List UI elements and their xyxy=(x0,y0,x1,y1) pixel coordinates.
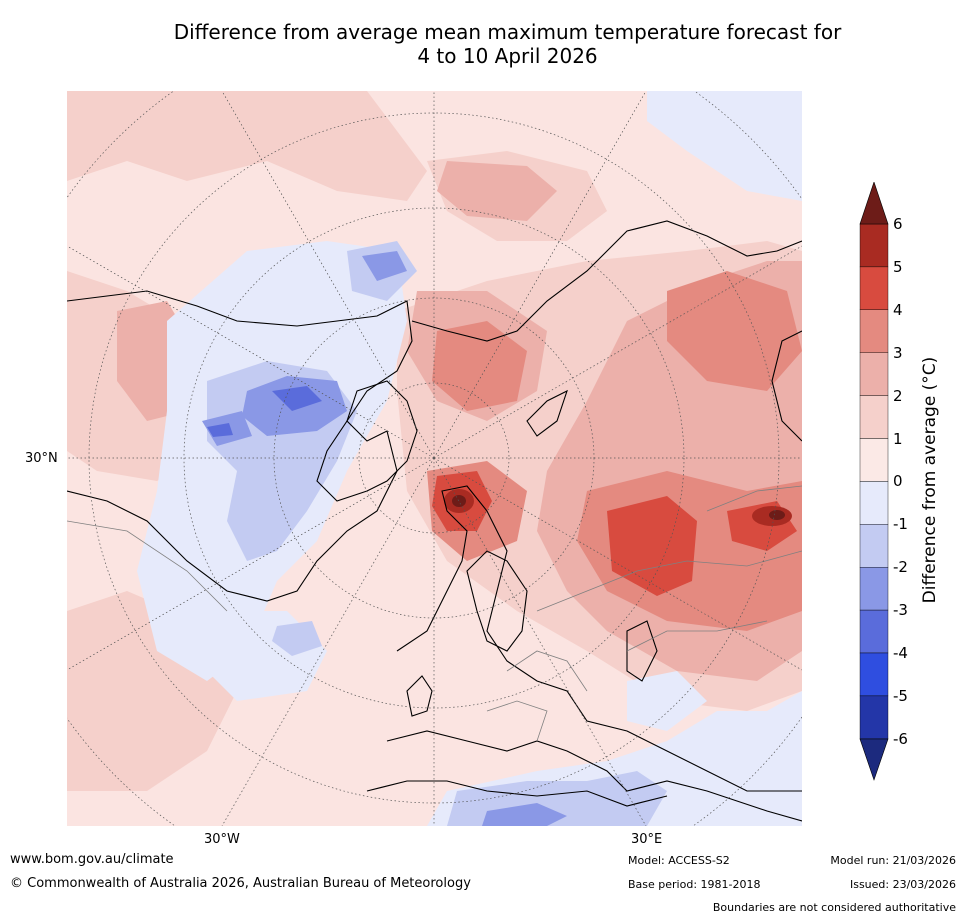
forecast-map xyxy=(67,91,802,826)
latitude-circle-45 xyxy=(183,207,685,709)
border-central-asia xyxy=(626,620,768,652)
colorbar-segment xyxy=(859,567,889,611)
footer-model-run: Model run: 21/03/2026 xyxy=(830,854,956,867)
coastline-north-america xyxy=(67,290,413,602)
anomaly-area-plus1-north xyxy=(67,91,427,201)
colorbar-segment xyxy=(859,352,889,396)
colorbar-tick-label: 0 xyxy=(893,472,903,491)
meridian-60w xyxy=(67,457,435,671)
footer-disclaimer: Boundaries are not considered authoritat… xyxy=(712,901,956,914)
border-europe-east xyxy=(506,650,588,692)
country-borders xyxy=(67,485,802,742)
colorbar-tick-label: 4 xyxy=(893,300,903,319)
meridian-150w xyxy=(221,91,435,459)
meridian-120e xyxy=(433,245,802,459)
colorbar-segment xyxy=(859,652,889,697)
colorbar-tick-label: 2 xyxy=(893,386,903,405)
anomaly-area-plus4-kazakhstan xyxy=(607,496,697,596)
border-russia-south xyxy=(536,550,802,612)
colorbar xyxy=(859,182,889,781)
footer-website[interactable]: www.bom.gov.au/climate xyxy=(10,852,174,867)
colorbar-tick-label: 1 xyxy=(893,429,903,448)
colorbar-segment xyxy=(859,695,889,740)
colorbar-segments xyxy=(859,223,889,740)
map-title: Difference from average mean maximum tem… xyxy=(0,20,965,68)
coastline-caspian xyxy=(626,620,658,682)
colorbar-segment xyxy=(859,524,889,568)
colorbar-bottom-arrow xyxy=(859,738,889,781)
coastline-scandinavia xyxy=(466,550,528,652)
colorbar-tick-label: -3 xyxy=(893,601,908,620)
coastline-mediterranean xyxy=(386,730,802,822)
longitude-label-30w: 30°W xyxy=(204,832,240,847)
coastline-east-asia xyxy=(771,330,802,442)
anomaly-area-minus1-mideast xyxy=(627,671,707,731)
anomaly-area-plus3-siberia xyxy=(432,321,527,411)
colorbar-segment xyxy=(859,481,889,525)
colorbar-segment xyxy=(859,266,889,311)
anomaly-area-minus2-pacific xyxy=(272,621,322,656)
meridian-30e xyxy=(433,457,647,826)
anomaly-area-minus3-hudson xyxy=(362,251,407,281)
anomaly-area-plus2-north xyxy=(437,161,557,221)
colorbar-tick-label: 3 xyxy=(893,343,903,362)
colorbar-segment xyxy=(859,438,889,482)
latitude-circle-75 xyxy=(358,382,510,534)
colorbar-top-arrow xyxy=(859,182,889,225)
coastlines xyxy=(67,220,802,822)
colorbar-tick-label: -4 xyxy=(893,644,908,662)
colorbar-segment xyxy=(859,223,889,268)
meridian-30w xyxy=(221,457,435,826)
title-line-2: 4 to 10 April 2026 xyxy=(417,44,598,68)
coastline-british-isles xyxy=(406,675,433,717)
graticule xyxy=(67,91,802,826)
latitude-label-30n: 30°N xyxy=(25,451,58,466)
meridian-150e xyxy=(433,91,647,459)
map-canvas xyxy=(67,91,802,826)
footer-issued: Issued: 23/03/2026 xyxy=(849,878,956,891)
colorbar-tick-label: -1 xyxy=(893,515,908,534)
colorbar-tick-label: -6 xyxy=(893,729,908,748)
anomaly-hotspot-mongolia-core xyxy=(769,510,785,520)
footer-base-period: Base period: 1981-2018 xyxy=(628,878,761,891)
colorbar-label: Difference from average (°C) xyxy=(920,356,940,604)
title-line-1: Difference from average mean maximum tem… xyxy=(173,20,842,44)
colorbar-tick-label: 6 xyxy=(893,215,903,233)
anomaly-area-plus3-east xyxy=(667,271,802,391)
longitude-label-30e: 30°E xyxy=(631,832,663,847)
colorbar-segment xyxy=(859,609,889,654)
border-europe-central xyxy=(486,700,548,742)
anomaly-area-minus4-labrador xyxy=(207,423,233,437)
coastline-novaya-zemlya xyxy=(526,389,568,437)
colorbar-tick-label: 5 xyxy=(893,257,903,276)
border-mongolia-china xyxy=(706,485,802,512)
colorbar-tick-label: -2 xyxy=(893,558,908,577)
footer-copyright: © Commonwealth of Australia 2026, Austra… xyxy=(10,876,471,891)
footer-model: Model: ACCESS-S2 xyxy=(628,854,730,867)
coastline-europe xyxy=(396,485,802,792)
coastline-north-africa xyxy=(366,780,668,807)
anomaly-area-minus3-algeria xyxy=(482,803,567,826)
coastline-eurasia-arctic xyxy=(411,220,802,342)
colorbar-segment xyxy=(859,309,889,353)
colorbar-segment xyxy=(859,395,889,439)
coastline-greenland xyxy=(316,380,418,502)
anomaly-area-minus1-ne-corner xyxy=(647,91,802,201)
meridian-120w xyxy=(67,245,435,459)
anomaly-hotspot-kara-core xyxy=(452,495,466,507)
colorbar-tick-label: -5 xyxy=(893,686,908,705)
meridian-60e xyxy=(433,457,802,671)
border-canada-usa xyxy=(67,520,228,612)
anomaly-area-minus4-canada xyxy=(272,386,322,411)
